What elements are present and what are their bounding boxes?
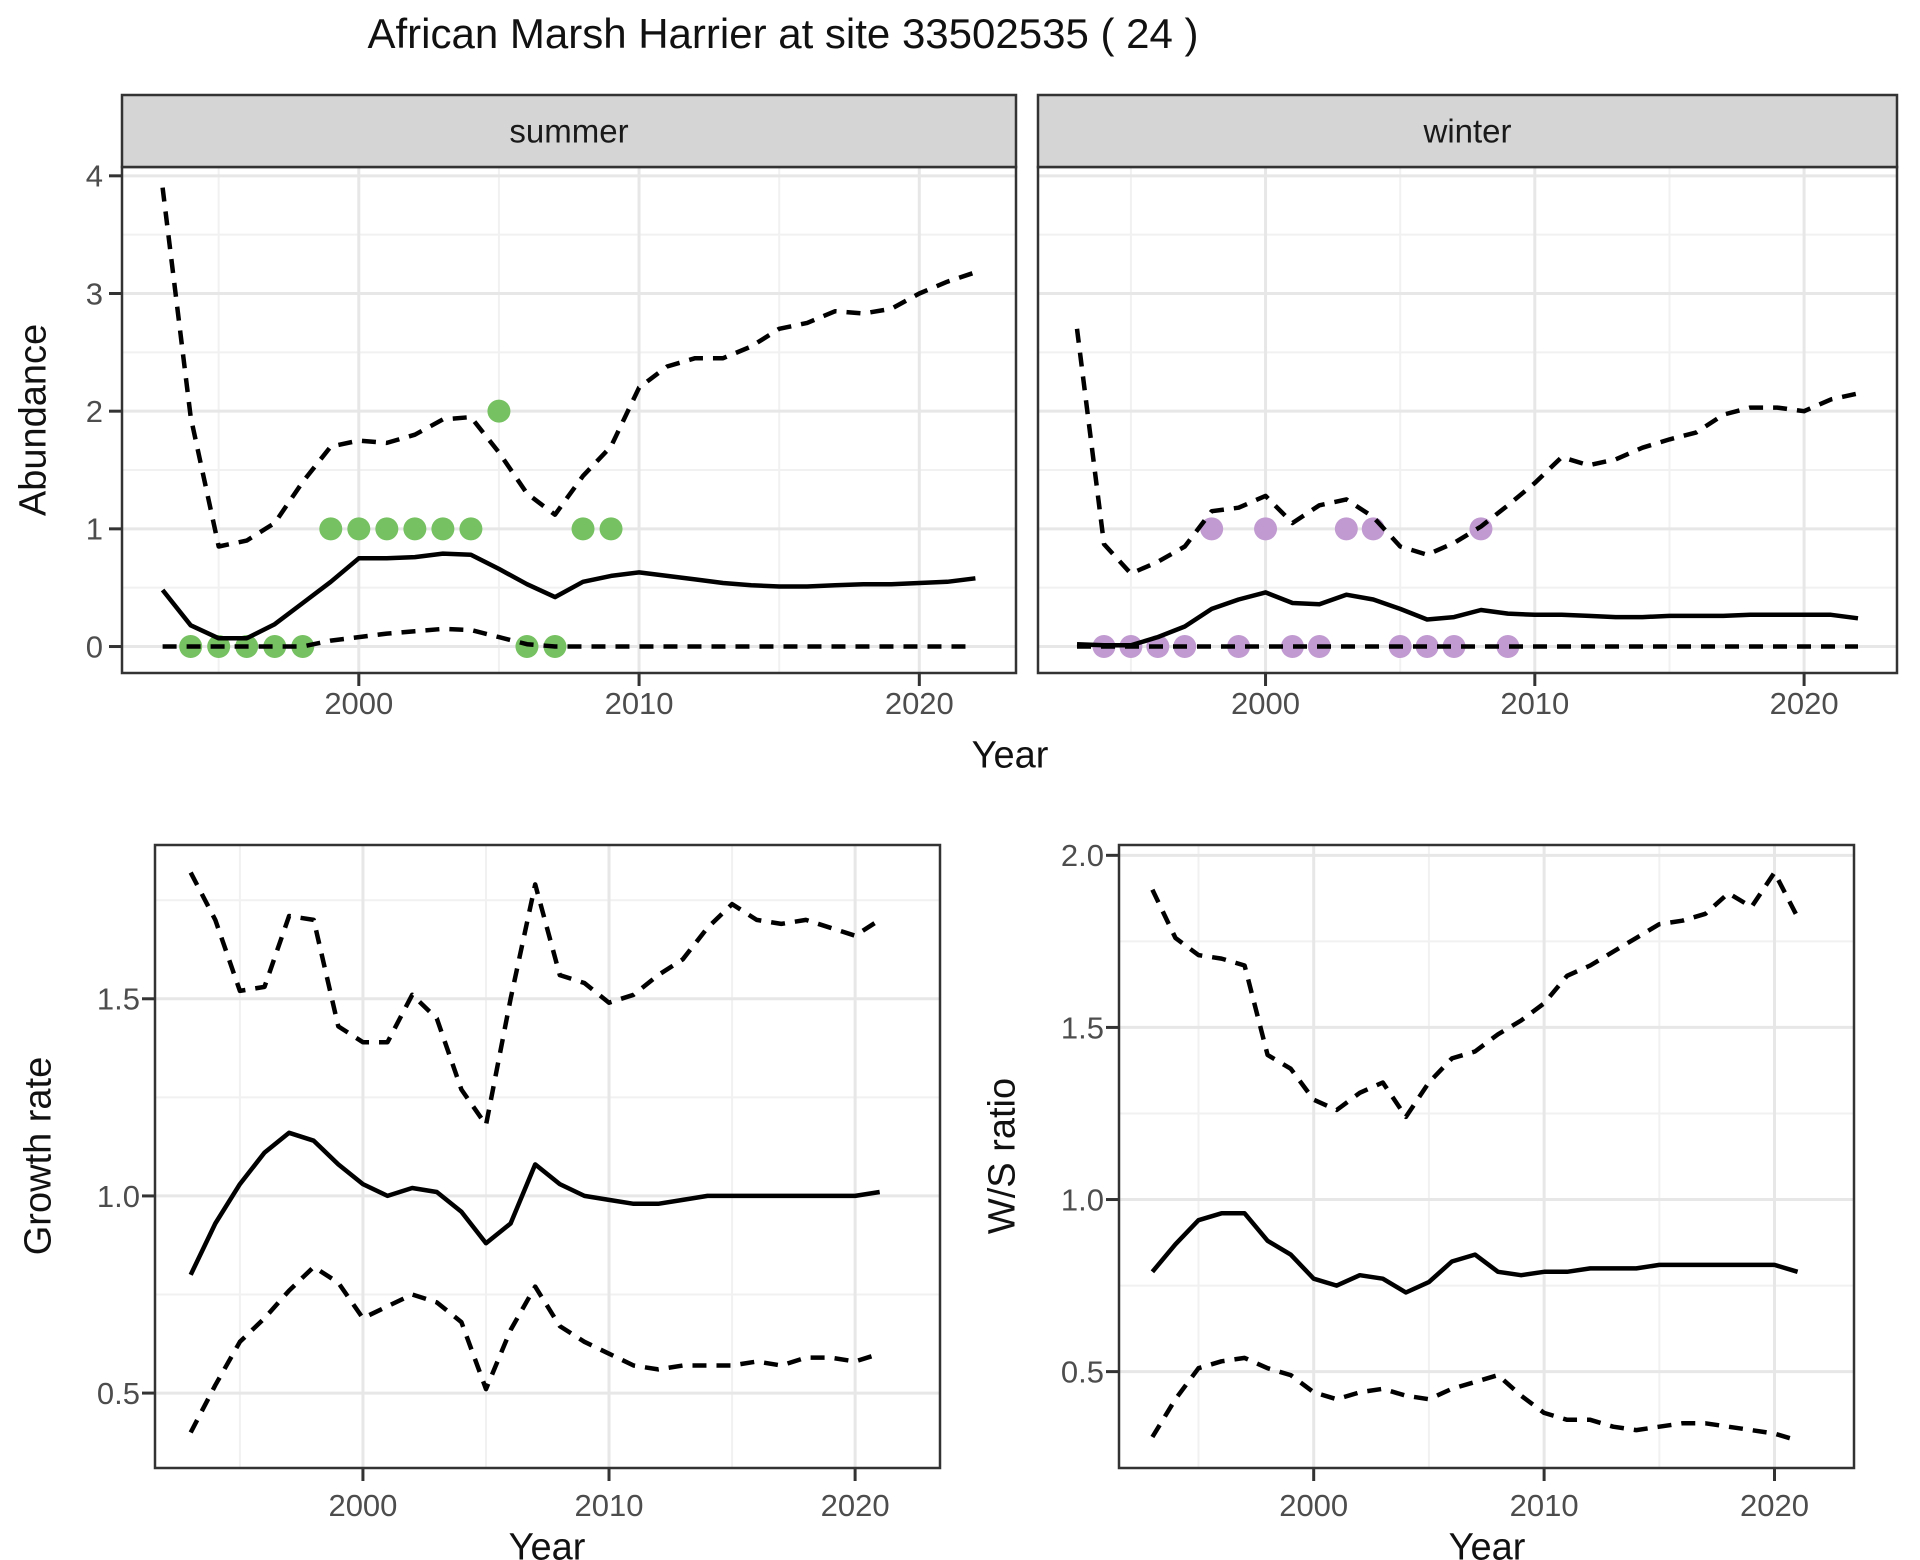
abundance-winter-facet-strip	[1036, 93, 1899, 169]
abundance-y-axis-title: Abundance	[12, 324, 54, 516]
abundance-summer-upper-95ci-line	[160, 187, 977, 549]
observation-point	[1280, 635, 1304, 659]
abundance-winter-x-tick-label: 2000	[1231, 686, 1300, 721]
observation-point	[1200, 517, 1224, 541]
abundance-summer-x-tick-label: 2010	[605, 686, 674, 721]
abundance-summer-panel-bg	[122, 167, 1016, 673]
growth-rate-x-tick-label: 2020	[821, 1488, 890, 1523]
growth-rate-y-tick-label: 1.0	[97, 1179, 140, 1214]
observation-point	[375, 517, 399, 541]
ws-ratio-y-axis-title: W/S ratio	[981, 1078, 1023, 1234]
abundance-summer-y-tick-label: 1	[86, 512, 103, 547]
abundance-summer-y-tick-label: 2	[86, 394, 103, 429]
abundance-summer-x-tick-label: 2000	[324, 686, 393, 721]
abundance-summer-y-tick-label: 0	[86, 629, 103, 664]
abundance-winter-x-tick-label: 2010	[1500, 686, 1569, 721]
abundance-summer-facet-strip-label: summer	[509, 113, 628, 150]
observation-point	[1254, 517, 1278, 541]
observation-point	[571, 517, 595, 541]
abundance-summer-y-tick-label: 4	[86, 159, 103, 194]
abundance-summer-mean-line	[160, 551, 976, 641]
abundance-summer-x-tick-label: 2020	[885, 686, 954, 721]
abundance-summer-lower-95ci-line	[162, 626, 976, 649]
ws-ratio-panel-border	[1117, 843, 1856, 1470]
growth-rate-x-tick-label: 2010	[575, 1488, 644, 1523]
observation-point	[1496, 635, 1520, 659]
ws-ratio-y-tick-label: 0.5	[1061, 1354, 1104, 1389]
ws-ratio-x-axis-title: Year	[1449, 1526, 1526, 1560]
ws-ratio-x-tick-label: 2010	[1510, 1488, 1579, 1523]
observation-point	[263, 635, 287, 659]
observation-point	[1415, 635, 1439, 659]
ws-ratio-x-tick-label: 2000	[1279, 1488, 1348, 1523]
observation-point	[599, 517, 623, 541]
ws-ratio-y-tick-label: 1.0	[1061, 1182, 1104, 1217]
abundance-winter-x-tick-label: 2020	[1770, 686, 1839, 721]
observation-point	[515, 635, 539, 659]
observation-point	[319, 517, 343, 541]
abundance-winter-mean-line	[1076, 590, 1859, 648]
growth-rate-y-tick-label: 0.5	[97, 1376, 140, 1411]
ws-ratio-upper-95ci-line	[1150, 870, 1800, 1120]
growth-rate-lower-95ci-line	[188, 1264, 881, 1434]
observation-point	[1227, 635, 1251, 659]
abundance-winter-facet-strip-label: winter	[1422, 113, 1511, 150]
ws-ratio-x-tick-label: 2020	[1740, 1488, 1809, 1523]
observation-point	[347, 517, 371, 541]
abundance-summer-facet-strip	[120, 93, 1018, 169]
observation-point	[291, 635, 315, 659]
ws-ratio-mean-line	[1150, 1211, 1799, 1295]
growth-rate-mean-line	[188, 1130, 881, 1276]
observation-point	[1442, 635, 1466, 659]
abundance-winter-panel-bg	[1038, 167, 1897, 673]
abundance-x-axis-title: Year	[972, 734, 1049, 776]
abundance-summer-y-tick-label: 3	[86, 276, 103, 311]
growth-rate-y-axis-title: Growth rate	[17, 1057, 59, 1256]
observation-point	[431, 517, 455, 541]
chart-title: African Marsh Harrier at site 33502535 (…	[367, 10, 1199, 57]
observation-point	[459, 517, 483, 541]
growth-rate-panel-bg	[155, 845, 940, 1468]
observation-point	[487, 399, 511, 423]
ws-ratio-panel-bg	[1119, 845, 1854, 1468]
ws-ratio-lower-95ci-line	[1150, 1355, 1799, 1443]
observation-point	[403, 517, 427, 541]
ws-ratio-y-tick-label: 2.0	[1061, 838, 1104, 873]
ws-ratio-y-tick-label: 1.5	[1061, 1010, 1104, 1045]
abundance-winter-upper-95ci-line	[1074, 328, 1859, 576]
growth-rate-upper-95ci-line	[188, 871, 881, 1128]
growth-rate-panel-border	[153, 843, 942, 1470]
growth-rate-x-tick-label: 2000	[328, 1488, 397, 1523]
growth-rate-y-tick-label: 1.5	[97, 982, 140, 1017]
growth-rate-x-axis-title: Year	[509, 1526, 586, 1560]
observation-point	[1334, 517, 1358, 541]
